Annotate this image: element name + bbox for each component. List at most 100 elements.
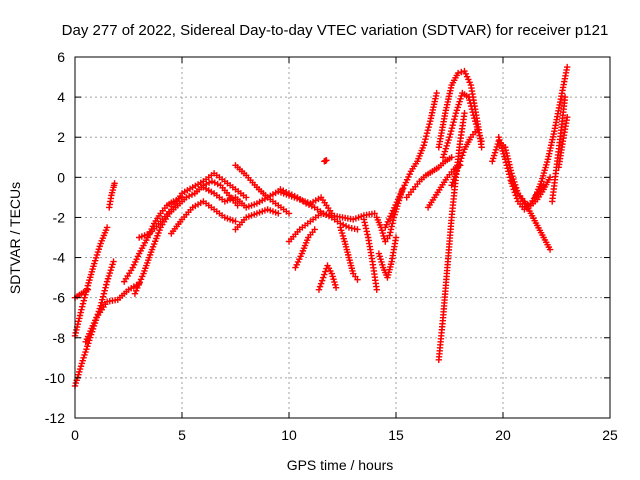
data-point: [282, 188, 290, 196]
data-point: [243, 194, 250, 201]
data-point: [308, 202, 316, 210]
data-point: [469, 108, 476, 116]
data-point: [362, 225, 370, 232]
series-arc-27: [448, 126, 481, 189]
data-point: [448, 154, 455, 161]
data-point: [74, 320, 82, 328]
y-tick-label: -4: [53, 250, 66, 266]
data-point: [280, 187, 287, 194]
data-point: [316, 283, 324, 290]
plot-frame: [74, 56, 611, 419]
x-tick-label: 25: [602, 427, 618, 443]
data-point: [465, 93, 472, 101]
data-point: [107, 266, 114, 274]
data-point: [96, 243, 103, 250]
data-point: [81, 351, 88, 359]
data-point: [467, 99, 474, 107]
data-point: [447, 131, 454, 138]
series-arc-14: [285, 210, 378, 245]
data-point: [84, 286, 92, 293]
series-arc-13: [277, 186, 361, 233]
series-arc-33: [555, 113, 571, 171]
data-point: [440, 151, 448, 158]
data-point: [450, 118, 457, 126]
series-arc-34: [321, 157, 330, 165]
data-point: [453, 107, 461, 114]
data-point: [188, 191, 196, 198]
data-point: [183, 194, 190, 201]
data-point: [105, 272, 113, 280]
data-point: [342, 222, 350, 230]
y-tick-label: 4: [57, 89, 65, 105]
data-point: [389, 217, 397, 224]
data-point: [315, 286, 323, 293]
data-point: [546, 246, 554, 253]
data-point: [311, 226, 318, 233]
data-point: [131, 290, 139, 297]
data-point: [354, 276, 361, 283]
data-point: [234, 202, 241, 209]
y-tick-label: -10: [45, 370, 65, 386]
data-point: [104, 275, 112, 282]
data-point: [82, 348, 89, 356]
series-arc-22: [403, 154, 455, 201]
data-point: [546, 174, 554, 181]
series-arc-31: [531, 63, 571, 201]
y-tick-label: -12: [45, 410, 65, 426]
data-point: [439, 154, 447, 161]
data-point: [459, 152, 466, 159]
x-tick-label: 0: [71, 427, 79, 443]
data-point: [561, 93, 569, 101]
data-point: [457, 95, 464, 103]
data-point: [452, 170, 460, 177]
data-point: [84, 343, 91, 350]
data-point: [361, 219, 368, 226]
series-arc-32: [549, 93, 569, 205]
series-arc-15: [292, 226, 318, 271]
data-point: [467, 102, 475, 110]
data-point: [109, 261, 116, 268]
data-point: [501, 156, 509, 163]
data-point: [502, 146, 510, 154]
data-point: [79, 303, 86, 310]
data-point: [489, 158, 496, 165]
data-point: [232, 218, 239, 225]
data-point: [332, 284, 340, 291]
data-point: [447, 128, 455, 135]
data-point: [454, 164, 462, 171]
series-arc-26: [439, 89, 485, 161]
data-point: [76, 312, 84, 319]
data-point: [360, 216, 368, 223]
data-point: [288, 191, 296, 198]
y-tick-label: -6: [53, 290, 66, 306]
data-point: [208, 178, 216, 185]
data-point: [503, 149, 510, 157]
series-arc-3: [106, 180, 118, 211]
y-axis-label: SDTVAR / TECUs: [7, 182, 23, 294]
data-point: [139, 273, 146, 280]
data-point: [285, 210, 293, 217]
data-point: [421, 139, 428, 146]
data-point: [454, 104, 461, 111]
data-point: [466, 96, 473, 104]
data-point: [80, 354, 87, 362]
data-point: [108, 264, 115, 271]
data-point: [505, 171, 513, 178]
data-point: [321, 271, 328, 278]
data-point: [456, 98, 463, 105]
data-point: [448, 124, 456, 132]
data-point: [73, 326, 80, 334]
y-tick-label: 6: [57, 49, 65, 65]
x-tick-label: 10: [281, 427, 297, 443]
data-point: [103, 224, 111, 231]
data-point: [111, 180, 118, 187]
data-point: [205, 179, 213, 186]
data-point: [302, 200, 310, 207]
data-point: [354, 226, 361, 233]
data-point: [422, 136, 429, 143]
data-point: [102, 284, 109, 291]
data-point: [134, 284, 141, 292]
data-point: [507, 177, 514, 184]
data-point: [420, 142, 428, 149]
data-point: [80, 297, 88, 304]
